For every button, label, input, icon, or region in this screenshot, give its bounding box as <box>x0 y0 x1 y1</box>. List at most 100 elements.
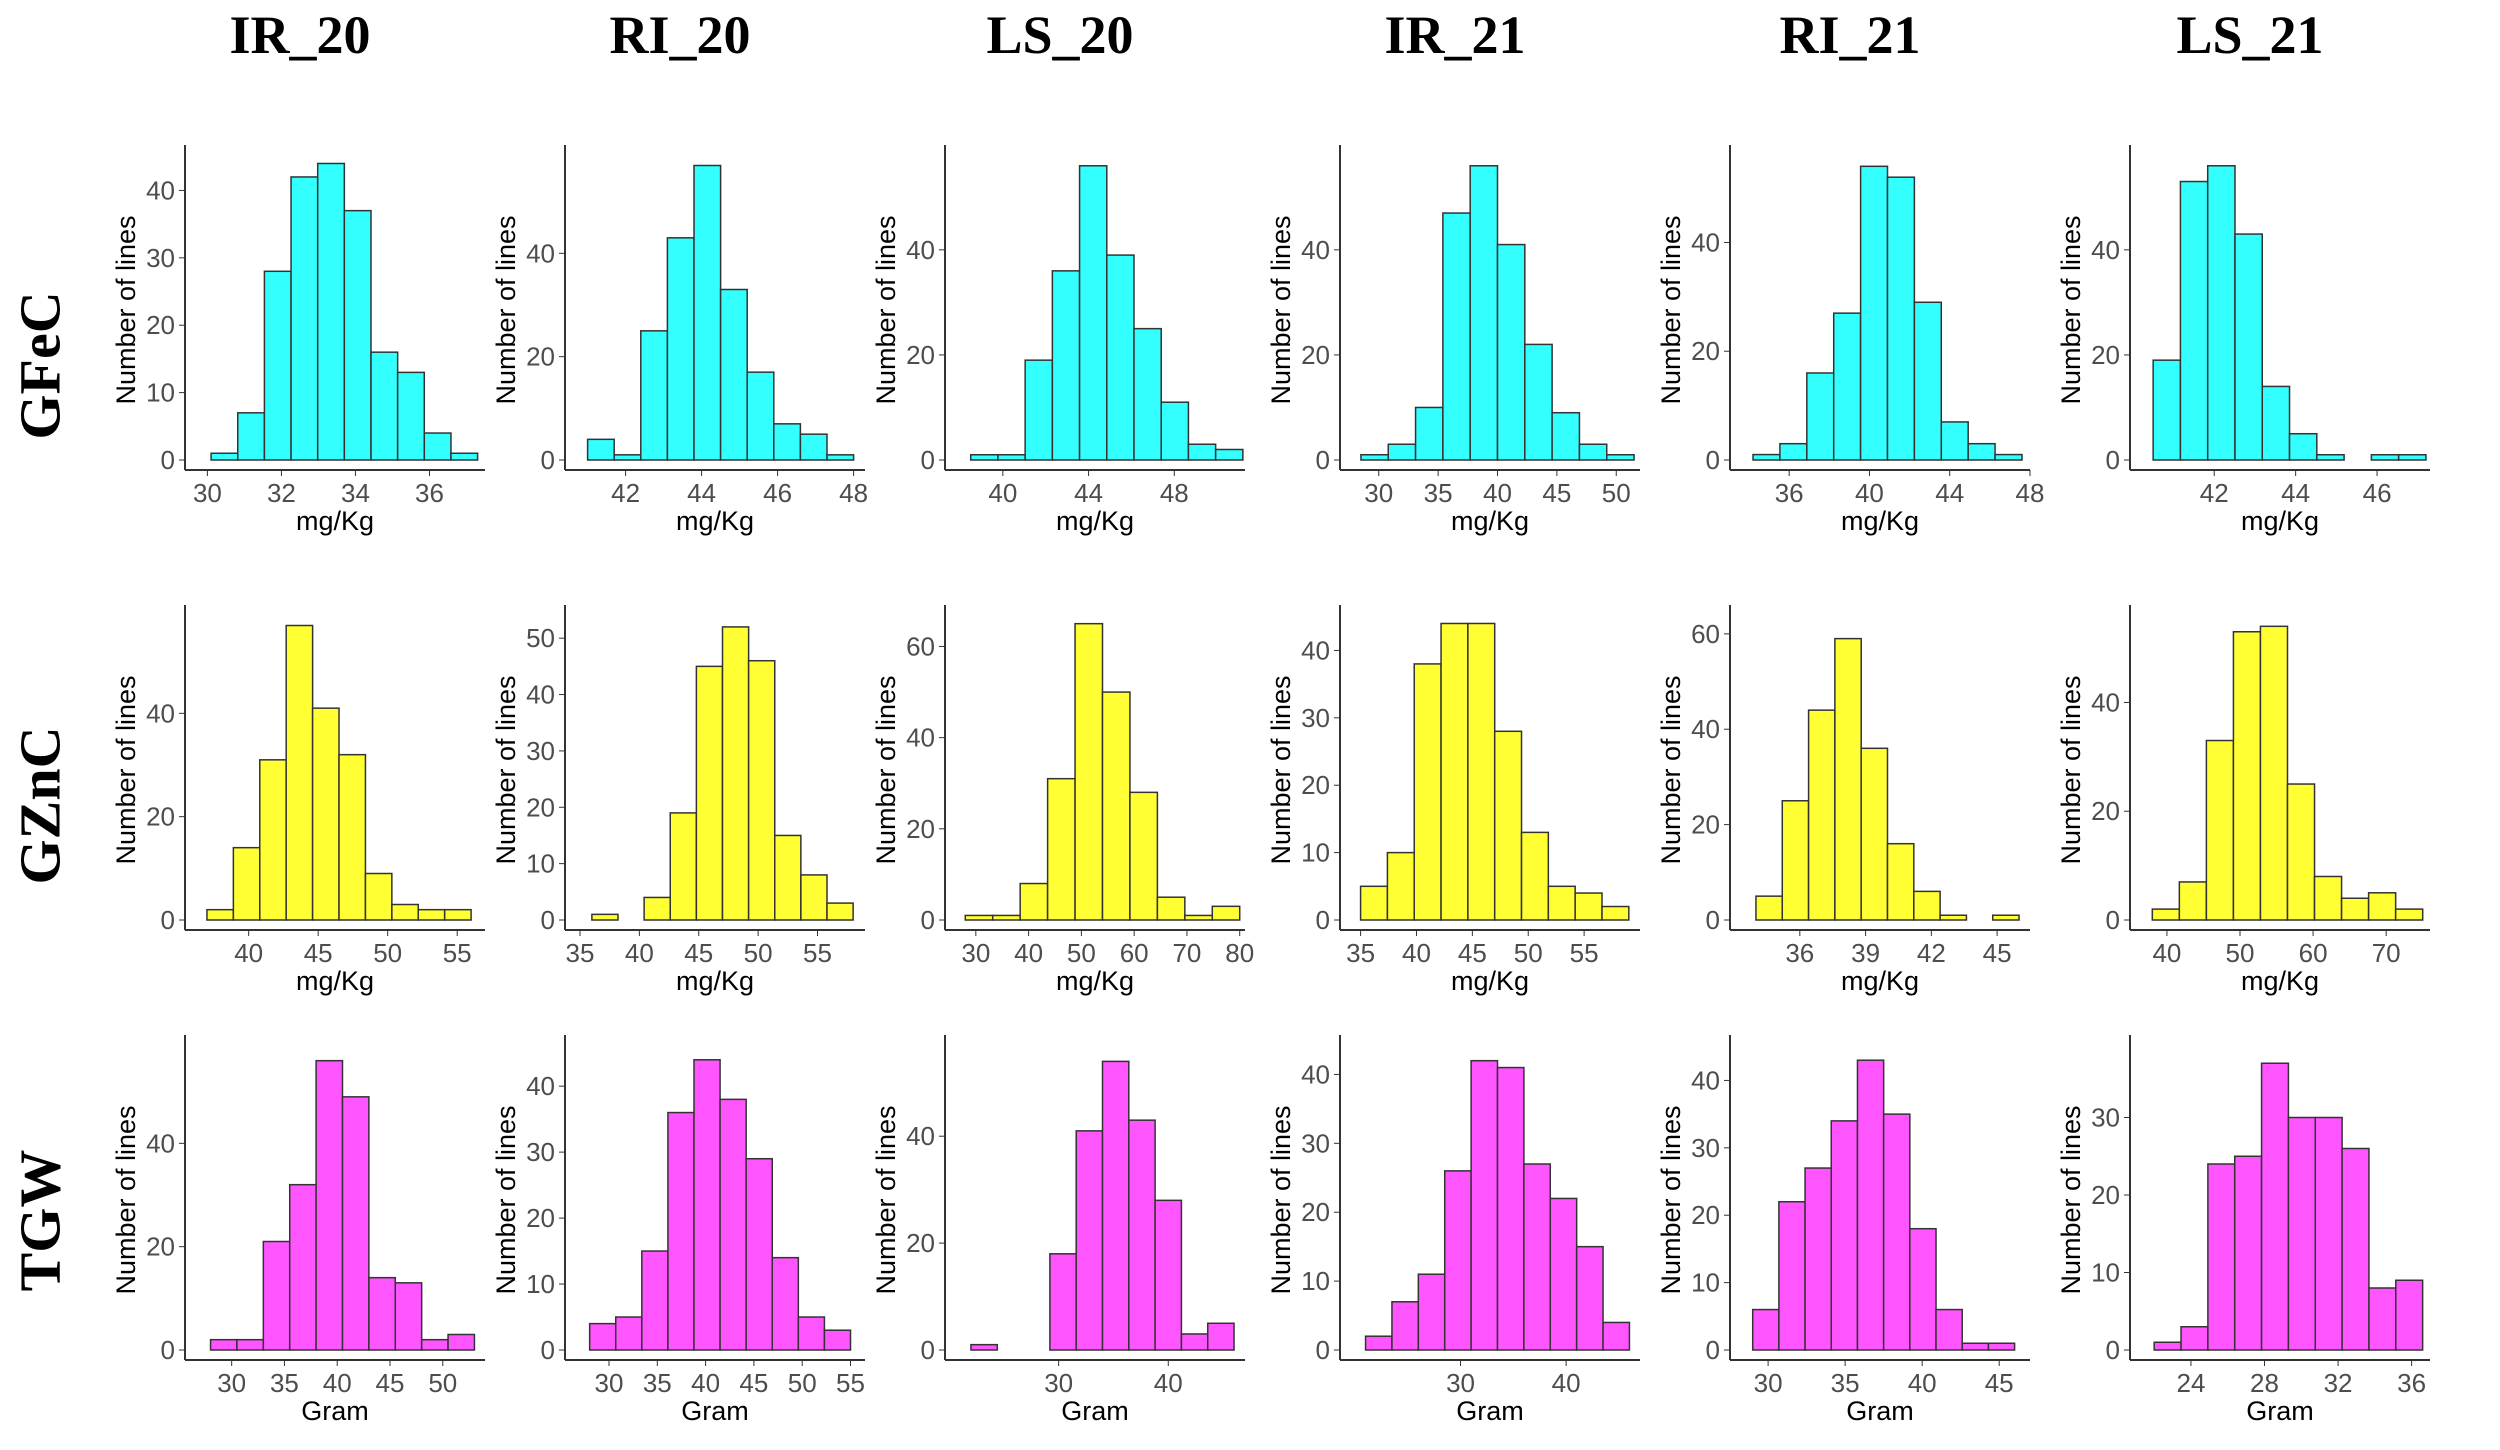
histogram-bar <box>2316 453 2345 461</box>
x-tick-label: 55 <box>836 1368 865 1398</box>
x-tick-label: 50 <box>1602 478 1631 508</box>
x-tick-label: 30 <box>193 478 222 508</box>
x-tick-label: 44 <box>1935 478 1964 508</box>
histogram-bar <box>2179 180 2209 461</box>
histogram-bar <box>343 209 372 461</box>
histogram-bar <box>826 454 855 461</box>
x-tick-label: 40 <box>1154 1368 1183 1398</box>
y-tick-label: 20 <box>526 342 555 372</box>
row-label-gznc: GZnC <box>0 600 80 1010</box>
histogram-bar <box>2233 1155 2263 1351</box>
x-tick-label: 50 <box>428 1368 457 1398</box>
y-axis-label: Number of lines <box>1266 215 1296 404</box>
histogram-bar <box>396 371 426 461</box>
histogram-bar <box>2152 359 2182 461</box>
histogram-bar <box>1523 1163 1552 1351</box>
histogram-bar <box>1913 890 1941 921</box>
x-tick-label: 36 <box>1785 938 1814 968</box>
x-axis-label: mg/Kg <box>2241 966 2319 996</box>
histogram-tgw-ls_21: 0 10 20 30 24 28 32 36 Gram Number of lines <box>2056 1035 2430 1426</box>
column-label-ri21: RI_21 <box>1779 5 1921 65</box>
histogram-bar <box>969 453 999 461</box>
x-axis-label: mg/Kg <box>676 506 754 536</box>
y-axis-label: Number of lines <box>2056 1105 2086 1294</box>
x-tick-label: 40 <box>1908 1368 1937 1398</box>
histogram-bar <box>2259 625 2289 921</box>
x-axis-label: mg/Kg <box>1056 506 1134 536</box>
histogram-bar <box>2207 1163 2236 1351</box>
x-tick-label: 40 <box>2152 938 2181 968</box>
histogram-bar <box>2261 385 2291 461</box>
histogram-bar <box>2313 875 2343 921</box>
y-tick-label: 0 <box>541 1335 555 1365</box>
x-tick-label: 40 <box>988 478 1017 508</box>
histogram-bar <box>259 759 287 921</box>
histogram-bar <box>1049 1253 1077 1351</box>
histogram-bar <box>1755 895 1784 921</box>
histogram-bar <box>1387 443 1417 461</box>
histogram-bar <box>1991 914 2020 921</box>
y-axis-label: Number of lines <box>1656 675 1686 864</box>
y-tick-label: 0 <box>1316 445 1330 475</box>
x-tick-label: 40 <box>323 1368 352 1398</box>
histogram-bar <box>1467 622 1496 921</box>
histogram-bar <box>1909 1227 1937 1351</box>
histogram-bar <box>1051 270 1081 461</box>
y-tick-label: 20 <box>906 340 935 370</box>
histogram-bar <box>1551 411 1581 461</box>
x-tick-label: 40 <box>1855 478 1884 508</box>
y-tick-label: 40 <box>1691 1065 1720 1095</box>
x-tick-label: 30 <box>217 1368 246 1398</box>
x-tick-label: 40 <box>1402 938 1431 968</box>
histogram-bar <box>1364 1335 1393 1351</box>
histogram-bar <box>1496 243 1526 461</box>
column-label-ir21: IR_21 <box>1384 5 1526 65</box>
histogram-bar <box>800 874 828 921</box>
histogram-bar <box>210 452 239 461</box>
y-tick-label: 0 <box>161 905 175 935</box>
histogram-bar <box>1549 1197 1578 1351</box>
histogram-bar <box>2180 1326 2209 1351</box>
histogram-bar <box>1804 1167 1833 1351</box>
histogram-bar <box>2367 892 2397 921</box>
x-tick-label: 46 <box>2363 478 2392 508</box>
histogram-bar <box>747 659 776 921</box>
y-tick-label: 0 <box>161 1335 175 1365</box>
y-tick-label: 20 <box>1301 770 1330 800</box>
x-tick-label: 70 <box>2372 938 2401 968</box>
histogram-bar <box>2340 897 2370 921</box>
histogram-bar <box>1442 212 1471 461</box>
y-axis-label: Number of lines <box>111 675 141 864</box>
y-axis-label: Number of lines <box>1656 215 1686 404</box>
histogram-gfec-ir_20: 0 10 20 30 40 30 32 34 36 mg/Kg Number of lines <box>111 145 485 536</box>
histogram-bar <box>1832 312 1862 461</box>
histogram-bar <box>290 176 319 461</box>
histogram-bar <box>667 1111 695 1351</box>
x-tick-label: 50 <box>788 1368 817 1398</box>
histogram-gfec-ri_20: 0 20 40 42 44 46 48 mg/Kg Number of lines <box>491 145 868 536</box>
x-tick-label: 24 <box>2177 1368 2206 1398</box>
row-label-tgw: TGW <box>0 1015 80 1425</box>
histogram-bar <box>2287 1116 2317 1351</box>
y-tick-label: 10 <box>1301 1266 1330 1296</box>
histogram-bar <box>447 1333 476 1351</box>
y-tick-label: 0 <box>1706 1335 1720 1365</box>
histogram-bar <box>236 1338 265 1351</box>
histogram-bar <box>991 914 1021 921</box>
histogram-bar <box>719 288 748 461</box>
y-tick-label: 20 <box>2091 796 2120 826</box>
y-tick-label: 0 <box>921 905 935 935</box>
y-tick-label: 20 <box>906 1228 935 1258</box>
row-label-gznc-text: GZnC <box>7 726 73 884</box>
x-tick-label: 34 <box>341 478 370 508</box>
histogram-bar <box>614 1316 643 1351</box>
histogram-bar <box>1443 1170 1472 1351</box>
histogram-bar <box>1469 165 1499 461</box>
x-tick-label: 45 <box>376 1368 405 1398</box>
histogram-bar <box>1606 453 1635 461</box>
histogram-bar <box>2151 908 2181 921</box>
histogram-gznc-ls_21: 0 20 40 40 50 60 70 mg/Kg Number of lines <box>2056 605 2430 996</box>
histogram-gfec-ir_21: 0 20 40 30 35 40 45 50 mg/Kg Number of lines <box>1266 145 1640 536</box>
y-tick-label: 10 <box>2091 1258 2120 1288</box>
y-tick-label: 40 <box>526 1071 555 1101</box>
